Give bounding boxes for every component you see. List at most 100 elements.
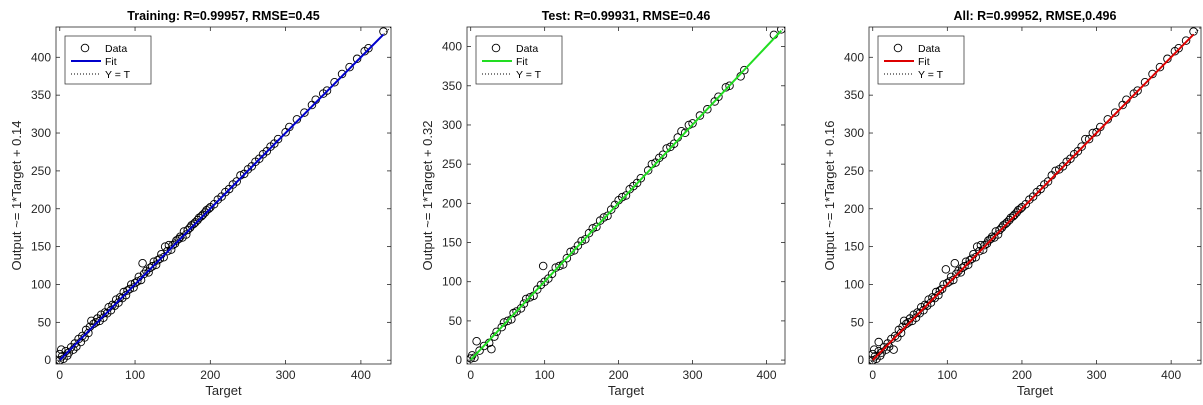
- test-data-point: [592, 222, 601, 232]
- all-ytick-label: 0: [857, 353, 864, 367]
- training-data-point: [148, 262, 157, 271]
- all-xtick-label: 400: [1161, 368, 1181, 382]
- all-ytick-label: 250: [844, 164, 864, 178]
- all-data-point: [993, 230, 1003, 239]
- test-data-point: [599, 213, 609, 222]
- all-data-point: [1103, 115, 1112, 124]
- test-legend-data-marker: [491, 43, 501, 53]
- all-data-point: [941, 265, 951, 274]
- test-xtick-label: 300: [683, 368, 703, 382]
- all-xlabel: Target: [1017, 383, 1054, 398]
- all-data-point: [896, 328, 906, 338]
- training-xtick-label: 200: [200, 368, 220, 382]
- all-data-point: [945, 277, 954, 286]
- all-data-point: [1110, 108, 1120, 117]
- training-data-point: [352, 54, 362, 64]
- training-data-point: [364, 43, 373, 53]
- test-data-point: [538, 261, 548, 271]
- training-data-point: [64, 348, 74, 357]
- all-xtick-label: 0: [869, 368, 876, 382]
- all-panel: 0 100 200 300 400 0 50 100 150 200 250 300 350 400 All…: [822, 9, 1202, 398]
- all-plot-area: [869, 27, 1201, 364]
- training-ytick-label: 300: [31, 126, 51, 140]
- training-ytick-label: 150: [31, 240, 51, 254]
- all-legend-entry: Data: [918, 43, 940, 55]
- test-data-point: [714, 92, 723, 102]
- test-data-point: [551, 263, 560, 272]
- test-data-point: [512, 307, 521, 316]
- training-data-point: [292, 115, 302, 124]
- test-data-point: [703, 105, 712, 114]
- test-data-point: [695, 111, 705, 120]
- test-data-point: [577, 236, 586, 246]
- test-data-point: [636, 174, 646, 183]
- all-ytick-label: 200: [844, 202, 864, 216]
- all-data-point: [986, 234, 995, 244]
- training-data-point: [204, 204, 214, 214]
- test-data-point: [621, 191, 631, 200]
- training-xtick-label: 100: [125, 368, 145, 382]
- test-data-point: [669, 139, 679, 149]
- test-data-point: [479, 341, 489, 351]
- all-ylabel: Output ~= 1*Target + 0.16: [822, 121, 837, 271]
- all-ytick-label: 50: [851, 315, 865, 329]
- test-data-point: [562, 253, 572, 263]
- training-ytick-label: 200: [31, 202, 51, 216]
- test-data-point: [688, 119, 697, 128]
- training-data-point: [155, 254, 165, 263]
- all-xtick-label: 200: [1012, 368, 1032, 382]
- training-legend-entry: Y = T: [105, 69, 131, 81]
- training-data-point: [330, 78, 339, 87]
- test-fit-line: [469, 29, 783, 361]
- all-data-point: [935, 286, 945, 295]
- test-ytick-label: 50: [449, 314, 463, 328]
- all-title: All: R=0.99952, RMSE,0.496: [954, 9, 1117, 23]
- training-ytick-label: 100: [31, 277, 51, 291]
- test-ytick-label: 350: [442, 79, 462, 93]
- test-data-point: [472, 337, 481, 346]
- all-data-point: [869, 345, 879, 354]
- training-data-point: [322, 86, 332, 95]
- test-title: Test: R=0.99931, RMSE=0.46: [542, 9, 711, 23]
- test-data-point: [475, 346, 484, 355]
- all-data-point: [1043, 177, 1053, 186]
- all-legend-data-marker: [893, 43, 903, 53]
- training-data-point: [57, 345, 66, 354]
- all-legend-entry: Y = T: [918, 69, 944, 81]
- test-plot-area: [467, 27, 785, 364]
- test-data-point: [555, 261, 564, 271]
- test-ytick-label: 150: [442, 236, 462, 250]
- all-data-point: [960, 262, 969, 271]
- test-xlabel: Target: [608, 383, 645, 398]
- training-legend-entry: Fit: [105, 56, 117, 68]
- all-data-point: [877, 348, 886, 357]
- test-ytick-label: 0: [455, 353, 462, 367]
- training-legend-entry: Data: [105, 43, 127, 55]
- test-data-point: [490, 332, 499, 341]
- training-data-point: [181, 230, 191, 239]
- training-data-point: [139, 269, 149, 279]
- training-data-point: [345, 62, 354, 72]
- training-data-point: [337, 69, 347, 79]
- test-data-point: [588, 224, 597, 233]
- test-xtick-label: 100: [535, 368, 555, 382]
- training-data-point: [166, 245, 176, 254]
- test-data-point: [721, 83, 731, 92]
- all-data-point: [1084, 134, 1094, 144]
- training-xtick-label: 0: [56, 368, 63, 382]
- all-data-point: [971, 252, 980, 262]
- test-panel: 0 100 200 300 400 0 50 100 150 200 250 300 350 400 Tes…: [420, 9, 786, 398]
- all-data-point: [889, 345, 898, 354]
- training-data-point: [285, 122, 294, 132]
- all-data-point: [952, 269, 961, 279]
- all-data-point: [1077, 142, 1086, 151]
- test-data-point: [740, 65, 749, 75]
- training-data-point: [273, 134, 283, 144]
- training-panel: 0 100 200 300 400 0 50 100 150 200 250 300 350 400 Tra…: [9, 9, 392, 398]
- training-data-point: [84, 328, 93, 338]
- all-xtick-label: 300: [1087, 368, 1107, 382]
- training-data-point: [159, 252, 168, 262]
- all-data-point: [899, 316, 909, 326]
